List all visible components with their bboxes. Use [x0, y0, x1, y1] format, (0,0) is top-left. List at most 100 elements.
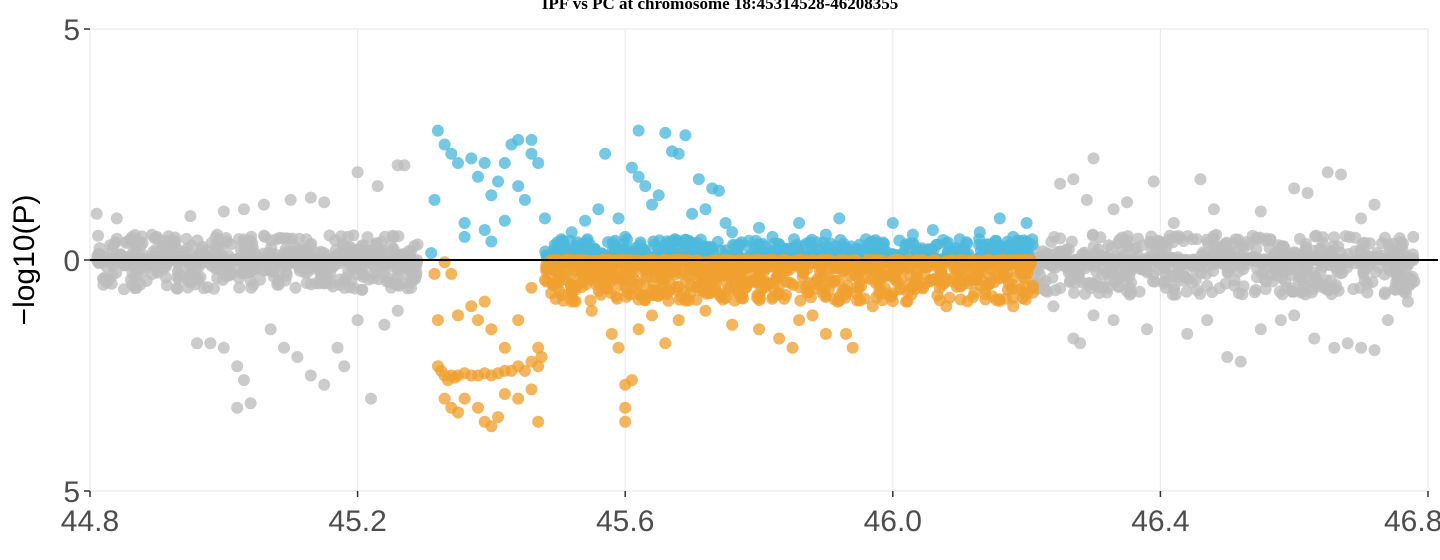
data-point [686, 207, 699, 220]
data-point [1368, 344, 1381, 357]
data-point [737, 292, 749, 305]
data-point [788, 233, 800, 246]
data-point [620, 290, 633, 303]
data-point [512, 180, 525, 193]
data-point [1258, 273, 1271, 286]
data-point [646, 289, 659, 302]
data-point [1063, 264, 1076, 277]
data-point [1224, 246, 1237, 259]
data-point [1007, 230, 1020, 243]
data-point [599, 147, 612, 160]
data-point [565, 285, 578, 298]
data-point [717, 293, 729, 306]
data-point [1001, 242, 1014, 254]
data-point [745, 256, 758, 269]
data-point [485, 420, 498, 433]
data-point [472, 170, 484, 183]
data-point [931, 289, 944, 302]
data-point [1180, 285, 1193, 298]
data-point [221, 235, 233, 248]
data-point [347, 229, 360, 242]
data-point [346, 263, 359, 275]
data-point [1040, 249, 1052, 262]
data-point [217, 341, 230, 354]
data-point [1182, 273, 1195, 285]
data-point [127, 245, 140, 258]
data-point [719, 217, 732, 229]
data-point [485, 235, 498, 248]
y-axis-label: −log10(P) [8, 195, 41, 326]
data-point [498, 341, 511, 354]
data-point [217, 205, 230, 218]
data-point [796, 270, 809, 283]
data-point [136, 236, 149, 249]
data-point [602, 236, 614, 249]
data-point [940, 300, 953, 313]
data-point [1407, 230, 1420, 243]
data-point [840, 327, 852, 340]
data-point [244, 397, 257, 410]
data-point [1264, 234, 1277, 247]
data-point [580, 278, 593, 290]
data-point [973, 226, 986, 239]
data-point [191, 337, 203, 350]
data-point [906, 228, 919, 241]
data-point [293, 264, 306, 277]
data-point [254, 273, 267, 286]
data-point [1080, 193, 1093, 206]
data-point [888, 273, 901, 286]
data-point [1299, 241, 1312, 254]
data-point [289, 281, 302, 294]
data-point [525, 281, 538, 294]
data-point [182, 274, 195, 287]
data-point [652, 189, 665, 202]
data-point [280, 269, 293, 282]
data-point [696, 271, 709, 284]
data-point [237, 267, 250, 280]
data-point [1237, 280, 1250, 293]
data-point [1186, 233, 1199, 246]
data-point [1102, 281, 1114, 294]
data-point [1368, 198, 1381, 211]
data-point [1067, 173, 1080, 186]
data-point [398, 159, 411, 172]
data-point [1285, 259, 1298, 272]
data-point [1349, 231, 1362, 244]
data-point [472, 401, 484, 414]
data-point [794, 294, 807, 307]
data-point [659, 337, 672, 350]
data-point [498, 388, 511, 400]
data-point [632, 323, 645, 336]
x-tick-label: 45.6 [596, 505, 654, 538]
data-point [907, 238, 920, 251]
data-point [956, 261, 969, 274]
data-point [1047, 300, 1060, 313]
data-point [370, 237, 383, 250]
data-point [579, 214, 592, 227]
data-point [485, 323, 498, 336]
data-point [1401, 295, 1414, 308]
data-point [636, 264, 649, 276]
data-point [1157, 236, 1170, 249]
data-point [1045, 235, 1058, 248]
data-point [1207, 264, 1220, 277]
data-point [1141, 323, 1153, 336]
data-point [672, 314, 685, 327]
data-point [1194, 173, 1207, 186]
data-point [498, 214, 511, 227]
data-point [911, 278, 924, 291]
data-point [169, 235, 182, 248]
data-point [1361, 286, 1374, 299]
data-point [405, 281, 418, 294]
data-point [209, 240, 222, 253]
data-point [378, 318, 391, 331]
data-point [532, 157, 545, 169]
data-point [619, 230, 632, 243]
data-point [344, 281, 357, 294]
data-point [445, 267, 458, 280]
data-point [1328, 341, 1341, 354]
data-point [1339, 230, 1352, 243]
data-point [832, 262, 845, 275]
data-point [1329, 259, 1342, 272]
data-point [304, 369, 317, 382]
